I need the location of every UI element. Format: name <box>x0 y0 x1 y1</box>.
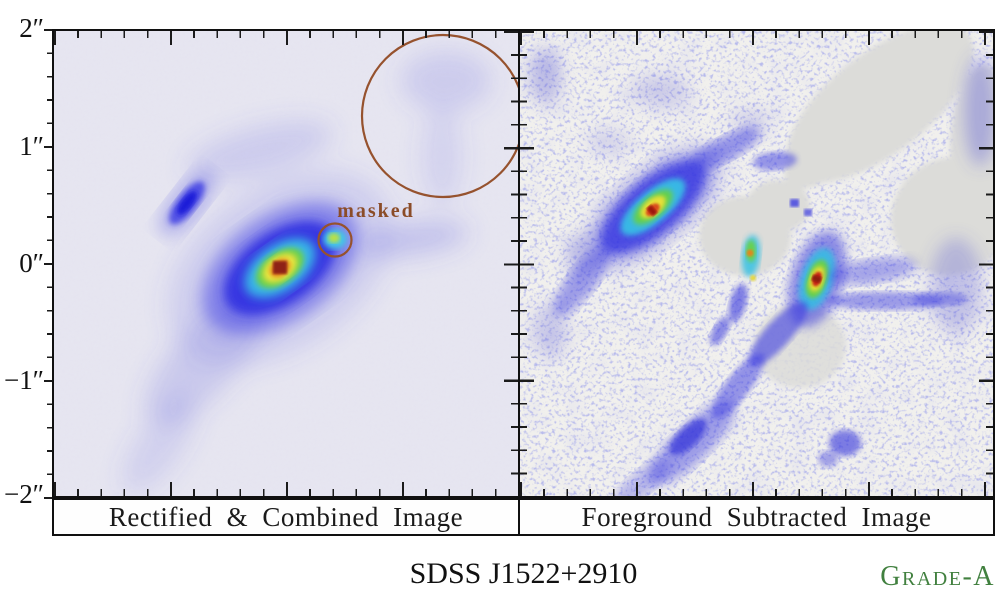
foreground-subtracted-image <box>520 31 993 496</box>
y-tick-label-2: 2″ <box>19 13 44 43</box>
caption-foreground-subtracted: Foreground Subtracted Image <box>520 498 995 536</box>
masked-source-blob <box>323 229 347 249</box>
foreground-galaxy <box>201 201 359 335</box>
arc-knot <box>158 169 216 237</box>
y-tick-label-0: 0″ <box>19 248 44 278</box>
panel-rectified-combined: masked <box>52 29 520 498</box>
panel-foreground-subtracted <box>520 29 995 498</box>
y-axis-minor-ticks <box>47 29 52 499</box>
rectified-combined-image: masked <box>54 31 518 496</box>
masked-region-circle-small <box>317 222 353 258</box>
central-residual-knot <box>709 235 761 346</box>
y-tick-label-neg2: −2″ <box>4 479 44 509</box>
grade-label: Grade-A <box>880 561 995 592</box>
y-tick-label-neg1: −1″ <box>4 365 44 395</box>
object-name-label: SDSS J1522+2910 <box>409 557 638 590</box>
masked-annotation-label: masked <box>337 200 415 222</box>
lensed-arc-upper <box>553 127 812 316</box>
caption-rectified-combined: Rectified & Combined Image <box>52 498 520 536</box>
y-tick-label-1: 1″ <box>19 131 44 161</box>
